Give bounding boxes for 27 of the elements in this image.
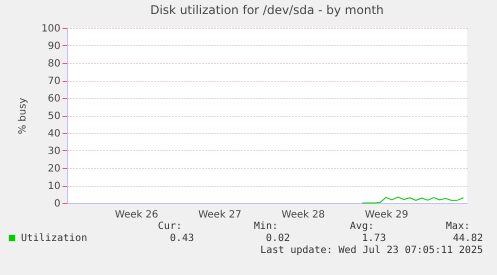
y-tick-label: 40 [48, 128, 60, 140]
text: Min: [254, 221, 278, 232]
y-tick-label: 90 [48, 41, 60, 52]
text: Cur: [158, 221, 182, 232]
y-tick-label: 100 [41, 24, 60, 34]
y-tick-label: 0 [54, 198, 60, 210]
y-axis-title: % busy [17, 98, 28, 134]
text: Avg: [350, 221, 374, 232]
text: Max: [446, 221, 470, 232]
text: 1.73 [362, 233, 386, 244]
text: Last update: Wed Jul 23 07:05:11 2025 [260, 245, 483, 256]
y-tick-label: 80 [48, 58, 60, 70]
y-tick-label: 50 [48, 111, 60, 122]
text: 44.82 [452, 233, 483, 244]
legend-label: Utilization [21, 233, 88, 244]
y-tick-label: 10 [48, 181, 60, 192]
x-tick-label: Week 27 [198, 210, 242, 220]
text: 0.43 [170, 233, 194, 244]
x-tick-label: Week 28 [282, 210, 325, 220]
y-tick-label: 20 [48, 164, 60, 174]
y-tick-label: 30 [48, 146, 60, 157]
chart-title: Disk utilization for /dev/sda - by month [150, 3, 384, 17]
x-tick-label: Week 29 [364, 210, 408, 220]
x-tick-label: Week 26 [114, 210, 158, 220]
y-tick-label: 60 [48, 94, 60, 104]
y-tick-label: 70 [48, 76, 60, 87]
text: 0.02 [266, 233, 290, 244]
